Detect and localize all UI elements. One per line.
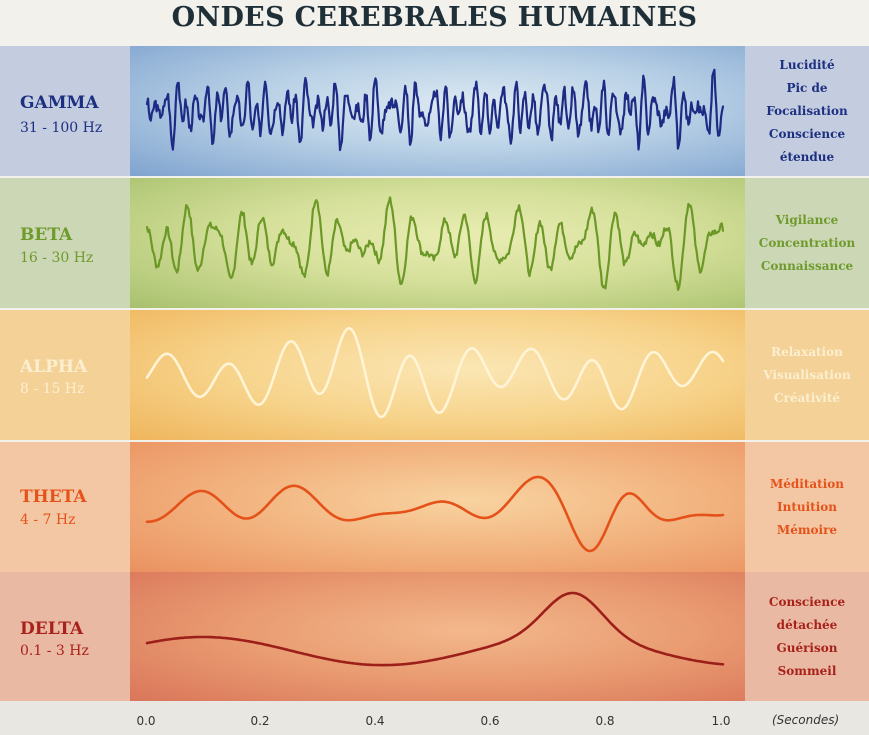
trait: Pic de (786, 80, 828, 95)
trait: étendue (779, 149, 835, 164)
band-gamma-name: GAMMA (20, 93, 99, 113)
band-gamma-wave (145, 68, 725, 152)
axis-tick: 1.0 (711, 714, 731, 728)
band-alpha-name: ALPHA (20, 357, 88, 377)
band-theta-wave-panel (130, 442, 745, 572)
band-beta: BETA 16 - 30 Hz Vigilance Concentration … (0, 178, 869, 308)
gamma-wave-line (145, 68, 725, 152)
band-theta-label-panel: THETA 4 - 7 Hz (0, 442, 130, 572)
band-theta-wave (145, 475, 725, 553)
axis-tick: 0.6 (480, 714, 500, 728)
band-beta-traits: Vigilance Concentration Connaissance (745, 178, 869, 308)
trait: Sommeil (777, 664, 837, 678)
band-alpha: ALPHA 8 - 15 Hz Relaxation Visualisation… (0, 310, 869, 440)
band-beta-freq: 16 - 30 Hz (20, 250, 94, 266)
trait: Conscience (768, 595, 846, 609)
axis-tick: 0.0 (136, 714, 156, 728)
band-delta-freq: 0.1 - 3 Hz (20, 643, 89, 659)
band-beta-name: BETA (20, 225, 73, 245)
band-theta-name: THETA (20, 487, 87, 507)
trait: Conscience (768, 126, 846, 141)
band-alpha-traits: Relaxation Visualisation Créativité (745, 310, 869, 440)
band-theta-freq: 4 - 7 Hz (20, 512, 76, 528)
theta-wave-line (145, 475, 725, 553)
trait: Focalisation (766, 103, 848, 118)
band-beta-wave-panel (130, 178, 745, 308)
axis-unit: (Secondes) (772, 713, 840, 727)
axis-tick: 0.8 (595, 714, 615, 728)
trait: Connaissance (760, 258, 854, 273)
trait: Intuition (777, 499, 837, 514)
trait: Lucidité (779, 57, 835, 72)
band-alpha-label-panel: ALPHA 8 - 15 Hz (0, 310, 130, 440)
band-delta-label-panel: DELTA 0.1 - 3 Hz (0, 572, 130, 702)
band-delta: DELTA 0.1 - 3 Hz Conscience détachée Gué… (0, 572, 869, 702)
band-gamma-freq: 31 - 100 Hz (20, 120, 103, 136)
trait: Visualisation (763, 367, 851, 382)
band-delta-wave-panel (130, 572, 745, 702)
trait: Concentration (758, 235, 856, 250)
trait: Vigilance (775, 212, 839, 227)
band-delta-traits: Conscience détachée Guérison Sommeil (745, 572, 869, 702)
band-alpha-freq: 8 - 15 Hz (20, 381, 85, 397)
delta-wave-line (145, 591, 725, 667)
band-gamma: GAMMA 31 - 100 Hz Lucidité Pic de Focali… (0, 46, 869, 176)
band-delta-name: DELTA (20, 619, 84, 639)
band-theta-traits: Méditation Intuition Mémoire (745, 442, 869, 572)
band-beta-label-panel: BETA 16 - 30 Hz (0, 178, 130, 308)
trait: Guérison (776, 641, 838, 655)
trait: Créativité (773, 390, 841, 405)
band-gamma-wave-panel (130, 46, 745, 176)
time-axis: 0.0 0.2 0.4 0.6 0.8 1.0 (Secondes) (0, 701, 869, 735)
chart-title: ONDES CEREBRALES HUMAINES (171, 2, 698, 33)
band-beta-wave (145, 196, 725, 291)
beta-wave-line (145, 196, 725, 291)
trait: Relaxation (771, 344, 843, 359)
alpha-wave-line (145, 327, 725, 419)
axis-tick: 0.4 (365, 714, 385, 728)
trait: Mémoire (776, 522, 838, 537)
band-theta: THETA 4 - 7 Hz Méditation Intuition Mémo… (0, 442, 869, 572)
axis-tick: 0.2 (250, 714, 270, 728)
band-delta-wave (145, 591, 725, 667)
trait: détachée (776, 618, 838, 632)
band-alpha-wave-panel (130, 310, 745, 440)
band-gamma-label-panel: GAMMA 31 - 100 Hz (0, 46, 130, 176)
trait: Méditation (769, 476, 844, 491)
band-gamma-traits: Lucidité Pic de Focalisation Conscience … (745, 46, 869, 176)
band-alpha-wave (145, 327, 725, 419)
